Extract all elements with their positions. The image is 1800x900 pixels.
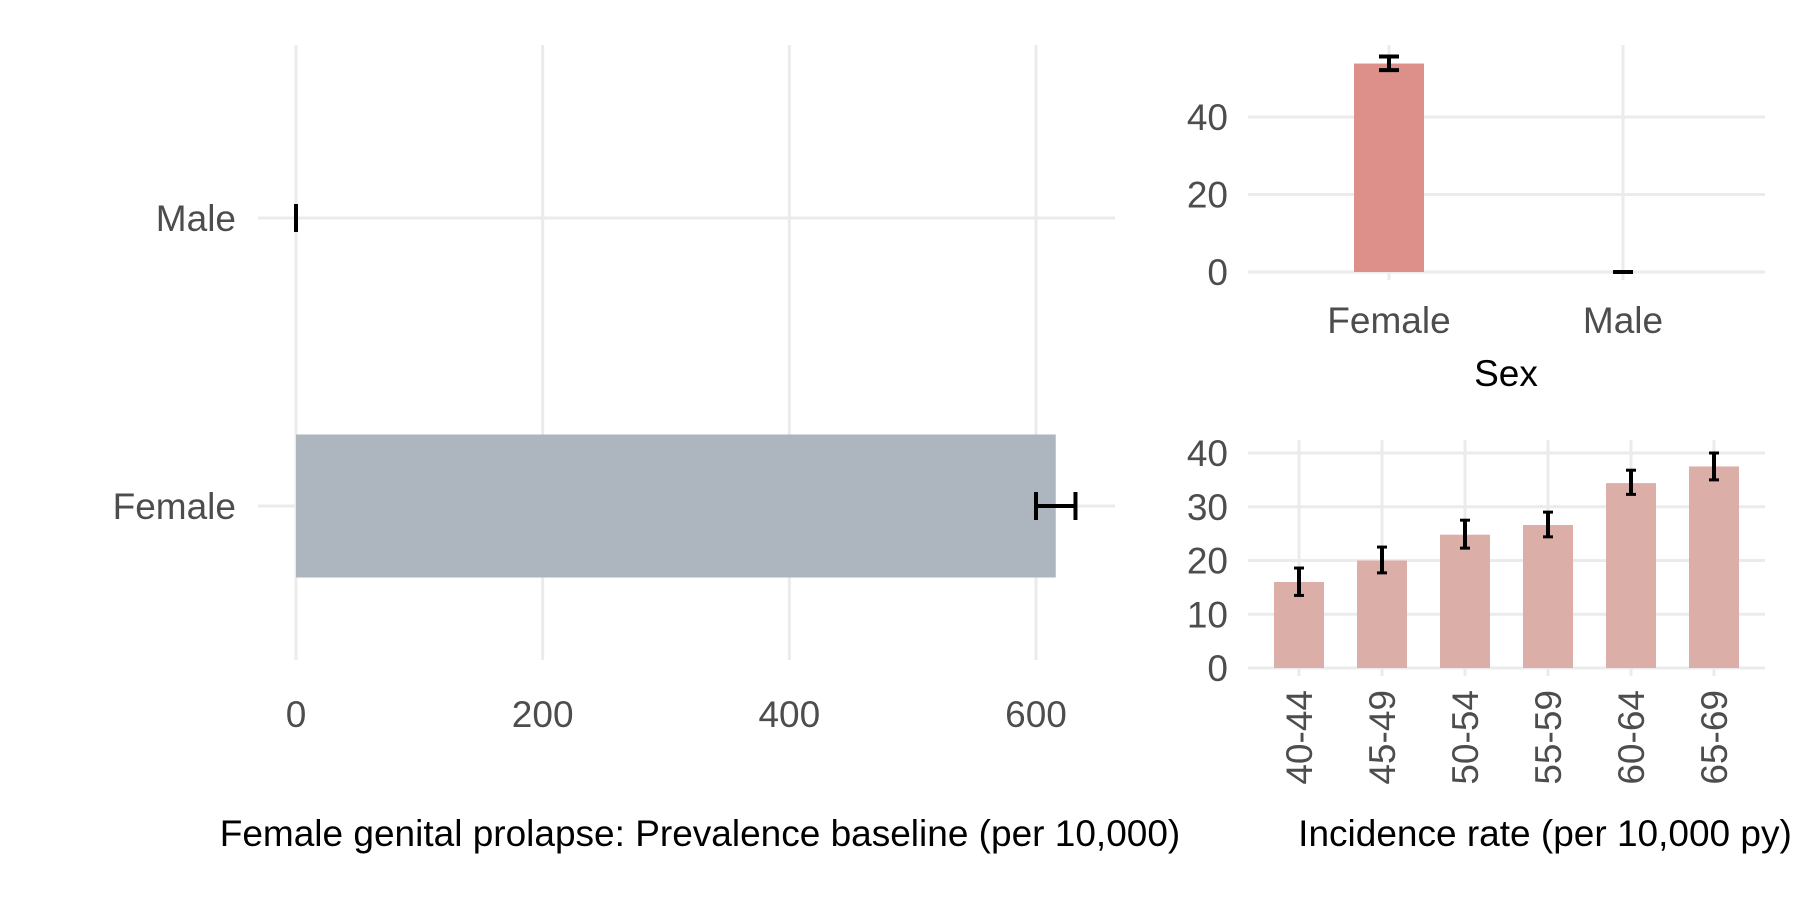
x-tick-label-male: Male <box>1583 300 1663 341</box>
x-tick-label-female: Female <box>1327 300 1450 341</box>
y-tick-label: 40 <box>1187 433 1228 474</box>
age-axis-label: Incidence rate (per 10,000 py) <box>1298 813 1792 854</box>
y-tick-label: 0 <box>1207 648 1228 689</box>
incidence-bar-65-69 <box>1689 466 1739 668</box>
x-tick-label-45-49: 45-49 <box>1362 690 1403 785</box>
x-tick-label-40-44: 40-44 <box>1279 690 1320 785</box>
y-tick-label: 30 <box>1187 487 1228 528</box>
incidence-bar-60-64 <box>1606 483 1656 668</box>
y-tick-label: 20 <box>1187 541 1228 582</box>
incidence-bar-female <box>1354 63 1424 273</box>
sex-axis-label: Sex <box>1474 353 1538 394</box>
x-tick-label-60-64: 60-64 <box>1611 690 1652 785</box>
prevalence-panel: Male Female 0 200 400 600 <box>113 45 1115 735</box>
x-tick-label: 200 <box>512 694 574 735</box>
y-tick-label-female: Female <box>113 486 236 527</box>
x-tick-label-55-59: 55-59 <box>1528 690 1569 785</box>
x-tick-label-50-54: 50-54 <box>1445 690 1486 785</box>
x-tick-label: 600 <box>1005 694 1067 735</box>
x-tick-label-65-69: 65-69 <box>1694 690 1735 785</box>
incidence-bar-55-59 <box>1523 525 1573 668</box>
y-tick-label-male: Male <box>156 198 236 239</box>
prevalence-bar-female <box>296 434 1056 578</box>
y-tick-label: 10 <box>1187 594 1228 635</box>
y-tick-label: 40 <box>1187 97 1228 138</box>
prevalence-axis-label: Female genital prolapse: Prevalence base… <box>220 813 1181 854</box>
age-incidence-panel: 0 10 20 30 40 40-44 45-49 50-54 55-59 60-64 65-69 <box>1187 433 1765 785</box>
sex-incidence-panel: 0 20 40 Female Male <box>1187 45 1765 341</box>
y-tick-label: 20 <box>1187 175 1228 216</box>
incidence-bar-50-54 <box>1440 534 1490 668</box>
incidence-bar-45-49 <box>1357 560 1407 668</box>
y-tick-label: 0 <box>1207 252 1228 293</box>
x-tick-label: 400 <box>758 694 820 735</box>
x-tick-label: 0 <box>286 694 307 735</box>
